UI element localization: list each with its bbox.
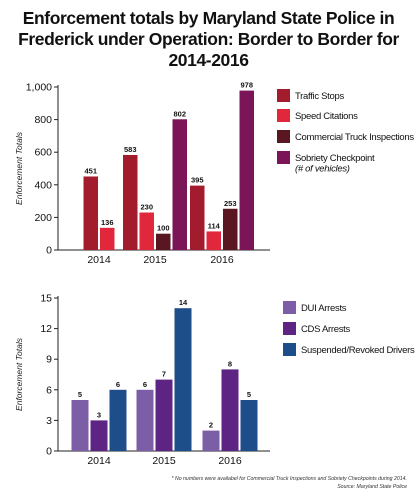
chart2-x-tick-label: 2014: [87, 455, 111, 467]
chart1-legend-swatch: [277, 89, 290, 102]
chart2-bar: [240, 400, 258, 451]
chart1-y-tick-label: 600: [34, 147, 52, 159]
chart1-y-tick-label: 800: [34, 114, 52, 126]
chart2-data-label: 5: [247, 390, 251, 399]
chart2-y-axis-label: Enforcement Totals: [14, 337, 24, 411]
chart1-x-tick-label: 2014: [87, 254, 111, 266]
chart1-legend-label: Commercial Truck Inspections: [295, 132, 414, 143]
chart1-data-label: 230: [140, 203, 153, 212]
chart1-y-tick-label: 200: [34, 212, 52, 224]
chart1-x-tick-label: 2016: [210, 254, 234, 266]
chart1-bar: [123, 154, 138, 250]
chart1-data-label: 253: [224, 199, 237, 208]
chart2-y-tick-label: 6: [46, 384, 52, 396]
chart2-y-tick-label: 12: [40, 323, 52, 335]
chart2-data-label: 7: [162, 370, 166, 379]
chart2-x-tick-label: 2015: [152, 455, 176, 467]
chart1-bar: [239, 90, 254, 250]
chart1-data-label: 114: [208, 221, 221, 230]
chart1-legend-swatch: [277, 130, 290, 143]
chart2-legend-label: DUI Arrests: [301, 303, 347, 314]
chart-title: Enforcement totals by Maryland State Pol…: [18, 8, 399, 70]
chart1-legend-swatch: [277, 151, 290, 164]
bottom-bar-chart: 0 3 6 9 12 15 Enforcement Totals 5 3 6 2014 6 7 14 201…: [14, 293, 415, 468]
chart2-bar: [174, 308, 192, 451]
chart2-legend-swatch: [283, 322, 296, 335]
chart1-bar: [100, 227, 115, 250]
chart1-data-label: 395: [191, 176, 204, 185]
chart1-bar: [156, 233, 171, 250]
chart1-bar: [206, 231, 221, 250]
chart1-y-tick-label: 1,000: [26, 82, 52, 94]
chart1-bar: [223, 208, 238, 250]
chart2-legend-swatch: [283, 301, 296, 314]
chart2-bar: [90, 420, 108, 451]
footnote: * No numbers were availabel for Commerci…: [171, 476, 407, 482]
chart2-x-tick-label: 2016: [218, 455, 242, 467]
chart1-legend-swatch: [277, 109, 290, 122]
chart2-bar: [202, 430, 220, 451]
chart2-data-label: 2: [209, 421, 213, 430]
chart2-y-tick-label: 3: [46, 415, 52, 427]
chart1-bar: [83, 176, 98, 250]
chart1-data-label: 583: [124, 145, 137, 154]
chart2-legend-label: Suspended/Revoked Drivers: [301, 345, 415, 356]
chart2-data-label: 14: [179, 298, 188, 307]
chart2-data-label: 5: [78, 390, 82, 399]
chart2-data-label: 6: [143, 380, 147, 389]
chart2-data-label: 6: [116, 380, 120, 389]
chart2-legend-swatch: [283, 343, 296, 356]
chart2-y-tick-label: 15: [40, 293, 52, 305]
chart1-y-tick-label: 0: [46, 245, 52, 257]
chart1-data-label: 136: [101, 218, 114, 227]
chart2-data-label: 8: [228, 359, 232, 368]
chart2-legend-label: CDS Arrests: [301, 324, 351, 335]
chart1-bar: [190, 185, 205, 250]
chart1-legend-label: Traffic Stops: [295, 91, 344, 102]
chart1-x-tick-label: 2015: [143, 254, 167, 266]
chart1-data-label: 978: [240, 81, 253, 90]
chart2-bar: [109, 389, 127, 451]
chart2-data-label: 3: [97, 410, 101, 419]
chart2-bar: [136, 389, 154, 451]
source-note: Source: Maryland State Police: [337, 484, 407, 490]
chart1-y-axis-label: Enforcement Totals: [14, 131, 24, 205]
chart1-bar: [172, 119, 187, 250]
chart2-bar: [155, 379, 173, 451]
chart2-bar: [221, 369, 239, 451]
chart1-bar: [139, 212, 154, 250]
chart2-y-tick-label: 0: [46, 446, 52, 458]
chart1-legend-label-note: (# of vehicles): [295, 164, 350, 175]
chart1-data-label: 802: [173, 109, 186, 118]
chart1-data-label: 100: [157, 224, 170, 233]
chart2-bar: [71, 400, 89, 451]
chart1-data-label: 451: [84, 166, 97, 175]
chart1-legend-label: Speed Citations: [295, 111, 358, 122]
chart2-y-tick-label: 9: [46, 354, 52, 366]
chart1-legend-label: Sobriety Checkpoint: [295, 153, 375, 164]
chart1-y-tick-label: 400: [34, 179, 52, 191]
top-bar-chart: 0 200 400 600 800 1,000 Enforcement Totals 451 1…: [14, 81, 415, 266]
